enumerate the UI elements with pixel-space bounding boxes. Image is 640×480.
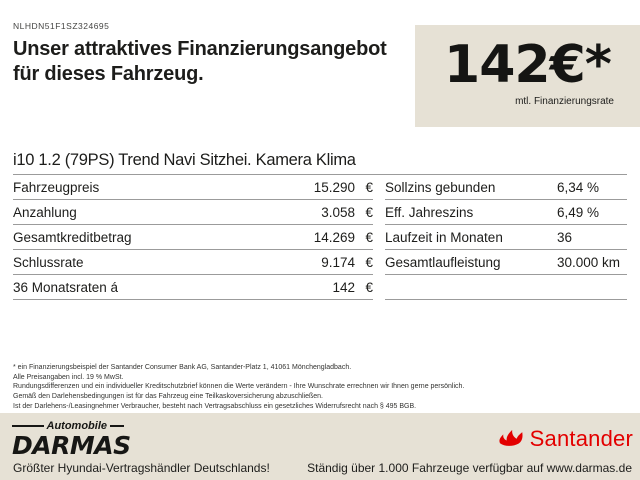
disclaimer-line: Rundungsdifferenzen und ein individuelle… bbox=[13, 383, 465, 391]
row-value: 3.058 bbox=[321, 204, 355, 220]
table-row: Schlussrate 9.174 € bbox=[13, 250, 373, 275]
row-value: 14.269 bbox=[313, 229, 355, 245]
santander-flame-icon bbox=[499, 429, 523, 446]
row-value: 6,49 % bbox=[557, 204, 600, 220]
row-label: 36 Monatsraten á bbox=[13, 279, 119, 295]
darmas-logo: Automobile DARMAS bbox=[12, 420, 131, 460]
row-unit: € bbox=[365, 279, 373, 295]
disclaimer-line: Alle Preisangaben incl. 19 % MwSt. bbox=[13, 373, 124, 381]
vehicle-title: i10 1.2 (79PS) Trend Navi Sitzhei. Kamer… bbox=[13, 151, 627, 175]
row-label: Sollzins gebunden bbox=[385, 179, 496, 195]
table-row: Gesamtlaufleistung 30.000 km bbox=[385, 250, 627, 275]
santander-logo-text: Santander bbox=[529, 425, 633, 451]
row-value: 9.174 bbox=[321, 254, 355, 270]
row-unit: € bbox=[365, 204, 373, 220]
monthly-rate-caption: mtl. Finanzierungsrate bbox=[515, 96, 614, 107]
row-label: Fahrzeugpreis bbox=[13, 179, 100, 195]
finance-table-left-column: Fahrzeugpreis 15.290 € Anzahlung 3.058 €… bbox=[13, 175, 373, 300]
table-row: Laufzeit in Monaten 36 bbox=[385, 225, 627, 250]
table-row: Gesamtkreditbetrag 14.269 € bbox=[13, 225, 373, 250]
availability-text: Ständig über 1.000 Fahrzeuge verfügbar a… bbox=[307, 461, 632, 475]
offer-headline-line1: Unser attraktives Finanzierungsangebot bbox=[13, 38, 387, 60]
row-label: Anzahlung bbox=[13, 204, 77, 220]
finance-table-right-column: Sollzins gebunden 6,34 % Eff. Jahreszins… bbox=[385, 175, 627, 300]
row-label: Gesamtkreditbetrag bbox=[13, 229, 132, 245]
darmas-logo-top: Automobile bbox=[12, 420, 124, 432]
vehicle-vin: NLHDN51F1SZ324695 bbox=[13, 21, 110, 31]
darmas-logo-word: Automobile bbox=[46, 420, 108, 432]
logo-rule-right bbox=[110, 425, 124, 427]
table-row-empty bbox=[385, 275, 627, 300]
row-value: 30.000 km bbox=[557, 254, 621, 270]
monthly-rate-box: 142€* mtl. Finanzierungsrate bbox=[415, 25, 640, 127]
finance-table: Fahrzeugpreis 15.290 € Anzahlung 3.058 €… bbox=[13, 175, 627, 300]
offer-headline: Unser attraktives Finanzierungsangebot f… bbox=[13, 37, 387, 86]
logo-rule-left bbox=[12, 425, 44, 427]
row-unit: € bbox=[365, 179, 373, 195]
table-row: Sollzins gebunden 6,34 % bbox=[385, 175, 627, 200]
offer-headline-line2: für dieses Fahrzeug. bbox=[13, 62, 204, 85]
disclaimer-text: * ein Finanzierungsbeispiel der Santande… bbox=[13, 363, 623, 412]
row-unit: € bbox=[365, 229, 373, 245]
row-label: Eff. Jahreszins bbox=[385, 204, 474, 220]
row-label: Laufzeit in Monaten bbox=[385, 229, 503, 245]
dealer-claim: Größter Hyundai-Vertragshändler Deutschl… bbox=[13, 461, 270, 475]
disclaimer-line: Ist der Darlehens-/Leasingnehmer Verbrau… bbox=[13, 402, 417, 410]
row-unit: € bbox=[365, 254, 373, 270]
disclaimer-line: Gemäß den Darlehensbedingungen ist für d… bbox=[13, 393, 323, 401]
table-row: Anzahlung 3.058 € bbox=[13, 200, 373, 225]
table-row: Fahrzeugpreis 15.290 € bbox=[13, 175, 373, 200]
table-row: 36 Monatsraten á 142 € bbox=[13, 275, 373, 300]
monthly-rate-amount: 142€* bbox=[444, 35, 612, 95]
table-row: Eff. Jahreszins 6,49 % bbox=[385, 200, 627, 225]
disclaimer-line: * ein Finanzierungsbeispiel der Santande… bbox=[13, 364, 352, 371]
row-value: 15.290 bbox=[313, 179, 355, 195]
row-label: Gesamtlaufleistung bbox=[385, 254, 501, 270]
row-value: 142 bbox=[332, 279, 355, 295]
row-label: Schlussrate bbox=[13, 254, 84, 270]
footer-band: Automobile DARMAS Größter Hyundai-Vertra… bbox=[0, 413, 640, 480]
row-value: 36 bbox=[557, 229, 573, 245]
santander-logo: Santander bbox=[496, 426, 633, 451]
darmas-logo-name: DARMAS bbox=[12, 431, 131, 460]
row-value: 6,34 % bbox=[557, 179, 600, 195]
